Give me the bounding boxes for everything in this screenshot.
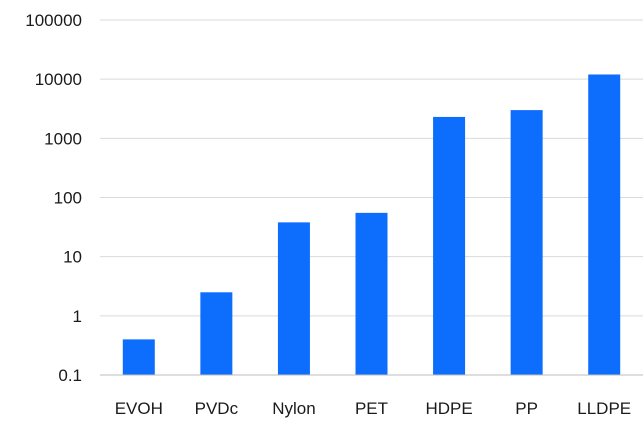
- y-tick-label: 100000: [25, 11, 82, 30]
- x-axis-category-labels: EVOH PVDc Nylon PET HDPE PP LLDPE: [115, 399, 631, 418]
- bars: [122, 74, 621, 376]
- bar-pet: [355, 212, 388, 375]
- bar-lldpe: [588, 74, 621, 375]
- x-category-label: HDPE: [425, 399, 472, 418]
- x-category-label: EVOH: [115, 399, 163, 418]
- y-tick-label: 100: [54, 189, 82, 208]
- y-tick-label: 0.1: [58, 366, 82, 385]
- bar-nylon: [277, 222, 310, 375]
- x-category-label: PVDc: [195, 399, 239, 418]
- bar-hdpe: [433, 116, 466, 376]
- y-axis-tick-labels: 0.1 1 10 100 1000 10000 100000: [25, 11, 82, 385]
- x-category-label: LLDPE: [577, 399, 631, 418]
- x-category-label: PET: [355, 399, 388, 418]
- bar-pvdc: [200, 292, 233, 375]
- y-tick-label: 10: [63, 248, 82, 267]
- x-category-label: Nylon: [272, 399, 315, 418]
- bar-evoh: [122, 339, 155, 375]
- x-category-label: PP: [515, 399, 538, 418]
- y-tick-label: 1: [73, 307, 82, 326]
- y-tick-label: 10000: [35, 70, 82, 89]
- y-tick-label: 1000: [44, 129, 82, 148]
- bar-pp: [510, 110, 543, 375]
